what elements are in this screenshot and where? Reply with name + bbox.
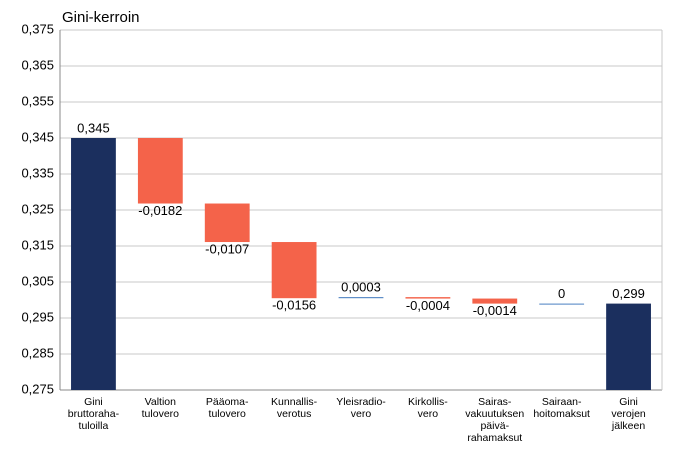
bar	[204, 203, 250, 243]
value-label: 0	[558, 286, 565, 301]
x-tick-label: Sairaan-hoitomaksut	[533, 396, 590, 420]
x-tick-label: Yleisradio-vero	[336, 396, 386, 420]
y-tick-label: 0,345	[21, 129, 54, 144]
bar	[539, 303, 585, 305]
bar	[137, 138, 183, 204]
y-tick-label: 0,275	[21, 381, 54, 396]
y-tick-label: 0,335	[21, 165, 54, 180]
x-tick-label: Sairas-vakuutuksen päivä-rahamaksut	[465, 396, 524, 444]
x-tick-label: Gini verojen jälkeen	[611, 396, 646, 432]
y-tick-label: 0,365	[21, 57, 54, 72]
value-label: -0,0014	[473, 303, 517, 318]
bar	[338, 297, 384, 299]
y-tick-label: 0,375	[21, 21, 54, 36]
y-tick-label: 0,315	[21, 237, 54, 252]
value-label: -0,0156	[272, 298, 316, 313]
bar	[271, 242, 317, 299]
value-label: 0,299	[612, 286, 645, 301]
y-axis-title: Gini-kerroin	[62, 9, 140, 26]
y-tick-label: 0,305	[21, 273, 54, 288]
x-tick-label: Gini bruttoraha-tuloilla	[68, 396, 120, 432]
x-tick-label: Pääoma-tulovero	[206, 396, 249, 420]
x-tick-label: Valtion tulovero	[142, 396, 180, 420]
y-tick-label: 0,355	[21, 93, 54, 108]
value-label: -0,0182	[138, 203, 182, 218]
x-tick-label: Kunnallis-verotus	[271, 396, 318, 420]
y-tick-label: 0,285	[21, 345, 54, 360]
value-label: 0,0003	[341, 280, 381, 295]
x-tick-label: Kirkollis-vero	[408, 396, 448, 420]
bar	[606, 303, 651, 390]
value-label: -0,0107	[205, 241, 249, 256]
value-label: -0,0004	[406, 298, 450, 313]
value-label: 0,345	[77, 120, 110, 135]
y-tick-label: 0,325	[21, 201, 54, 216]
bar	[405, 297, 451, 299]
bar	[71, 138, 116, 390]
y-tick-label: 0,295	[21, 309, 54, 324]
bar	[472, 298, 518, 304]
